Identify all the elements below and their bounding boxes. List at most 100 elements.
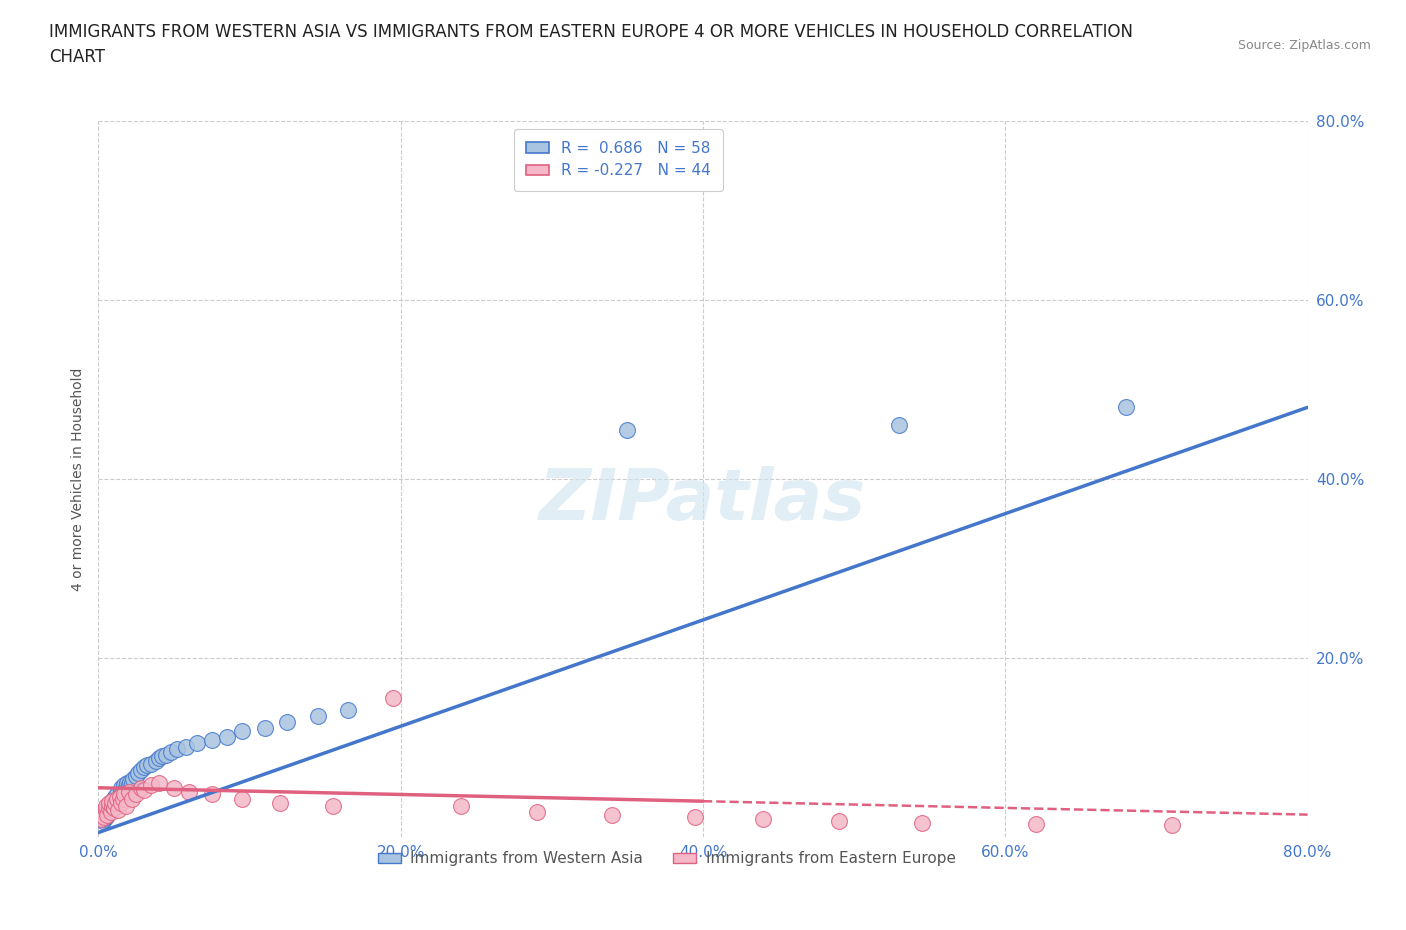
Point [127,765,149,780]
Point [105,787,128,802]
Point [100,803,122,817]
Point [112,777,135,792]
Point [114,780,136,795]
Point [1115,400,1137,415]
Point [132,760,155,775]
Point [114,798,136,813]
Point [276,715,298,730]
Point [121,776,143,790]
Point [174,740,197,755]
Point [108,790,131,804]
Point [93,812,115,827]
Point [105,792,128,807]
Point [94,810,117,825]
Point [215,729,238,744]
Point [1160,817,1182,832]
Point [91,804,114,819]
Legend: Immigrants from Western Asia, Immigrants from Eastern Europe: Immigrants from Western Asia, Immigrants… [371,845,962,872]
Point [91,814,114,829]
Point [112,787,135,802]
Point [110,785,132,800]
Point [129,763,152,777]
Point [93,804,115,819]
Point [118,785,141,800]
Point [307,709,329,724]
Point [166,742,188,757]
Point [101,794,124,809]
Point [141,756,163,771]
Point [110,780,132,795]
Point [94,803,117,817]
Point [889,418,911,432]
Point [231,792,253,807]
Point [91,807,114,822]
Point [107,803,129,817]
Point [155,747,177,762]
Point [122,771,145,786]
Point [616,422,638,437]
Point [101,794,124,809]
Point [382,691,405,706]
Point [828,814,851,829]
Point [148,751,170,765]
Point [108,790,131,804]
Point [89,807,111,822]
Point [125,787,148,802]
Point [135,758,157,773]
Point [90,812,112,827]
Point [602,807,624,822]
Text: Source: ZipAtlas.com: Source: ZipAtlas.com [1237,39,1371,52]
Point [105,794,128,809]
Point [526,804,548,819]
Point [121,792,143,807]
Point [450,798,472,813]
Point [148,776,170,790]
Point [231,724,253,738]
Point [145,753,167,768]
Point [120,774,142,789]
Point [111,792,134,807]
Point [89,812,111,827]
Y-axis label: 4 or more Vehicles in Household: 4 or more Vehicles in Household [70,367,84,591]
Point [141,777,163,792]
Point [336,702,359,717]
Point [110,795,132,810]
Point [98,804,121,819]
Point [101,801,124,816]
Point [160,745,183,760]
Point [685,810,707,825]
Point [125,769,148,784]
Point [115,776,138,790]
Point [96,807,118,822]
Point [179,785,201,800]
Point [103,792,125,807]
Point [104,790,127,804]
Text: IMMIGRANTS FROM WESTERN ASIA VS IMMIGRANTS FROM EASTERN EUROPE 4 OR MORE VEHICLE: IMMIGRANTS FROM WESTERN ASIA VS IMMIGRAN… [49,23,1133,66]
Point [96,807,118,822]
Point [100,804,122,819]
Point [100,795,122,810]
Point [107,792,129,807]
Point [163,780,186,795]
Point [752,812,775,827]
Point [1024,817,1046,831]
Point [150,749,173,764]
Point [186,736,208,751]
Point [269,795,291,810]
Point [96,801,118,816]
Point [129,780,152,795]
Point [103,798,125,813]
Point [98,795,121,810]
Point [201,733,224,748]
Point [101,798,124,813]
Point [104,795,127,810]
Point [111,783,134,798]
Point [94,798,117,813]
Point [253,721,276,736]
Point [93,810,115,825]
Point [911,816,934,830]
Point [98,801,121,816]
Point [104,795,127,810]
Point [118,777,141,792]
Point [90,810,112,825]
